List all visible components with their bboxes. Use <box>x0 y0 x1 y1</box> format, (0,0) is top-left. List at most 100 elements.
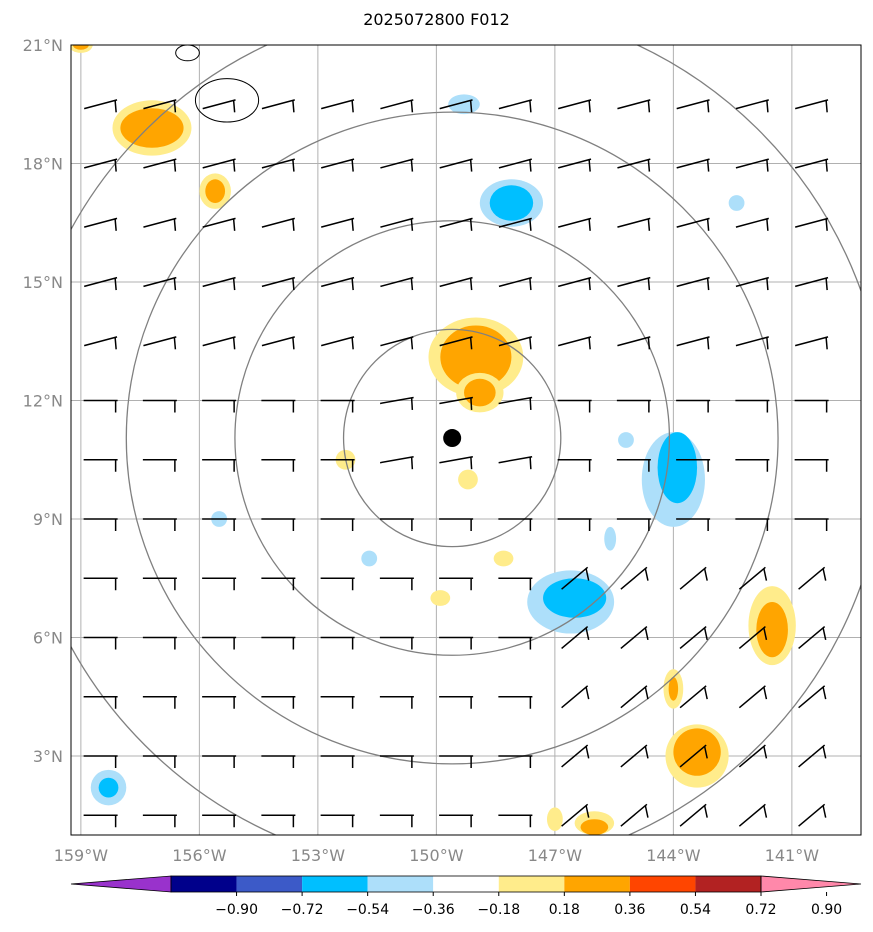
wind-barb-feather <box>410 337 414 350</box>
colorbar-label: −0.90 <box>215 902 258 918</box>
longitude-label: 147°W <box>528 846 583 865</box>
wind-barb <box>679 803 707 827</box>
range-rings <box>71 45 861 835</box>
shaded-region <box>361 550 378 567</box>
wind-barb <box>561 685 589 709</box>
shaded-region <box>458 469 478 490</box>
wind-barb <box>561 625 589 650</box>
wind-barb <box>143 336 177 347</box>
shaded-region <box>668 677 679 701</box>
range-ring <box>342 328 562 548</box>
colorbar-label: 0.18 <box>549 902 580 918</box>
island-outline <box>194 78 260 123</box>
colorbar-label: −0.36 <box>412 902 455 918</box>
shaded-region <box>756 601 788 658</box>
wind-barb <box>84 99 118 110</box>
wind-barb <box>617 217 651 228</box>
shaded-region <box>618 432 634 448</box>
wind-barb <box>202 217 236 228</box>
wind-barb <box>321 336 355 347</box>
wind-barb <box>321 217 355 228</box>
wind-barb <box>439 456 473 464</box>
wind-barb-feather <box>410 278 414 291</box>
wind-barb <box>261 276 295 288</box>
wind-barb <box>558 158 592 169</box>
wind-barb-feather <box>647 218 651 231</box>
wind-barb <box>498 336 532 347</box>
longitude-label: 150°W <box>409 846 464 865</box>
wind-barb-feather <box>703 568 708 581</box>
wind-barb <box>439 217 473 228</box>
wind-barb <box>84 158 118 169</box>
wind-barb-feather <box>529 457 532 470</box>
wind-barb <box>498 276 532 288</box>
wind-barb-feather <box>706 100 710 113</box>
wind-barb <box>498 158 532 169</box>
wind-barb-feather <box>470 397 473 410</box>
wind-barb <box>558 99 592 110</box>
latitude-label: 12°N <box>23 392 63 411</box>
wind-barb <box>620 625 648 650</box>
wind-barb <box>143 158 177 169</box>
wind-barb <box>498 396 533 405</box>
shaded-region <box>464 378 496 407</box>
wind-barb <box>561 803 589 827</box>
shaded-region <box>580 819 609 835</box>
wind-barb <box>439 99 473 110</box>
wind-barb-feather <box>173 159 177 172</box>
wind-barb <box>795 276 829 288</box>
colorbar-outline <box>170 875 762 893</box>
shaded-region <box>493 550 514 567</box>
wind-barb <box>798 744 826 768</box>
colorbar-label: −0.54 <box>346 902 389 918</box>
wind-barb-feather <box>585 805 590 818</box>
wind-barb <box>795 336 829 347</box>
wind-barb-feather <box>822 686 827 700</box>
coastline <box>155 45 260 123</box>
shaded-region <box>489 185 534 221</box>
wind-barb-feather <box>822 805 827 818</box>
shaded-region <box>120 108 184 148</box>
latitude-label: 6°N <box>33 629 63 648</box>
wind-barb-feather <box>114 218 117 231</box>
wind-barb <box>617 99 651 110</box>
wind-barb <box>84 336 118 347</box>
wind-barb-feather <box>763 686 768 700</box>
wind-barb-feather <box>825 159 828 172</box>
wind-barb-feather <box>410 397 414 410</box>
wind-barb <box>738 744 766 768</box>
wind-barb-feather <box>706 218 710 231</box>
island-outline <box>155 45 165 46</box>
longitude-label: 144°W <box>646 846 701 865</box>
wind-barb-feather <box>232 159 236 172</box>
wind-barb <box>738 685 766 709</box>
colorbar-label: 0.90 <box>811 902 842 918</box>
wind-barb-feather <box>410 159 414 172</box>
wind-barb-feather <box>529 159 532 172</box>
shaded-region <box>657 432 698 504</box>
latitude-label: 21°N <box>23 36 63 55</box>
wind-barb <box>738 566 766 590</box>
colorbar-extend-low <box>70 875 172 893</box>
longitude-labels: 159°W 156°W 153°W 150°W 147°W 144°W 141°W <box>54 846 820 865</box>
colorbar-segment <box>302 876 368 892</box>
wind-barb-feather <box>529 337 532 350</box>
wind-barb-feather <box>585 686 590 700</box>
wind-barb-feather <box>825 278 828 291</box>
wind-barb-feather <box>644 746 649 759</box>
wind-barb-feather <box>173 218 177 231</box>
longitude-label: 141°W <box>765 846 820 865</box>
wind-barb <box>561 744 589 768</box>
wind-barb-feather <box>588 278 591 291</box>
shaded-region <box>448 94 480 115</box>
wind-barb <box>498 99 532 110</box>
storm-center-marker <box>443 429 462 448</box>
wind-barb <box>558 276 592 288</box>
wind-barb-feather <box>644 805 649 818</box>
wind-barb-feather <box>763 568 768 581</box>
wind-barb <box>676 158 710 169</box>
wind-barb <box>617 158 651 169</box>
wind-barb-feather <box>706 159 710 172</box>
shaded-region <box>205 179 226 203</box>
wind-barb-feather <box>825 100 828 113</box>
